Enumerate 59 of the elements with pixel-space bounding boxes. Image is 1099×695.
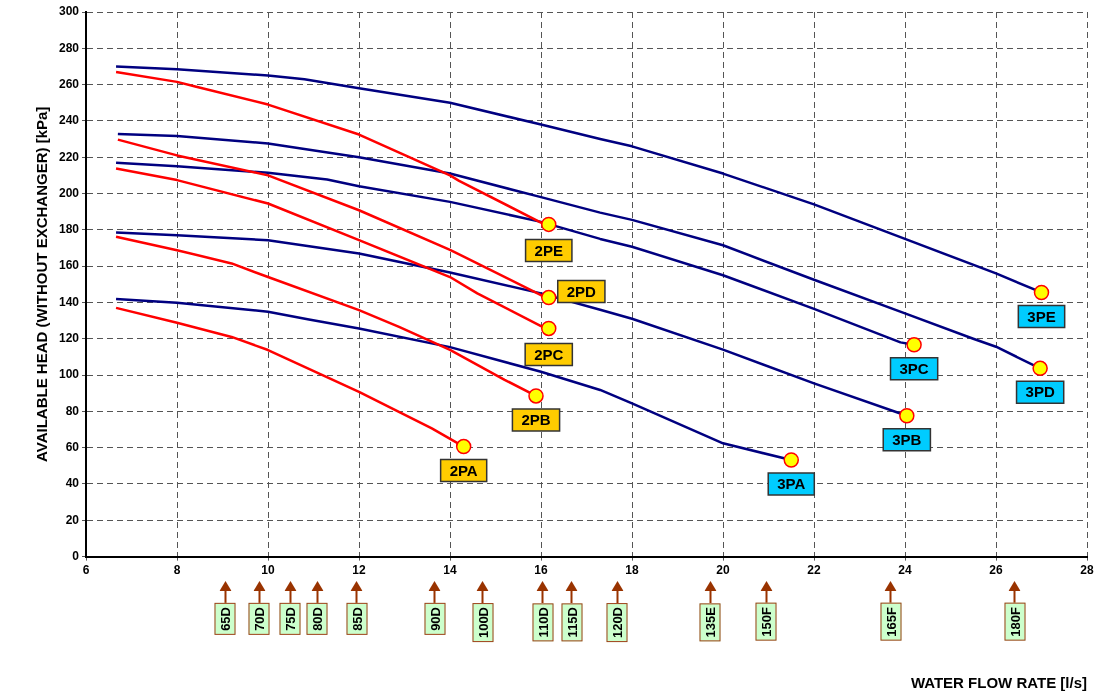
series-label: 2PD [566,282,597,300]
series-label: 2PA [449,461,478,479]
x-tick-label: 16 [534,563,549,578]
text: 110D [532,602,554,641]
text: 100D [472,602,494,642]
point [528,388,544,404]
y-tick-label: 60 [65,439,80,454]
text: WATER FLOW RATE [l/s] [910,674,1087,691]
y-tick-label: 100 [58,367,80,382]
text: 70D [248,602,270,635]
x-tick-label: 22 [807,563,821,578]
text: 65D [214,602,236,635]
y-tick-label: 220 [58,149,80,164]
series-label: 3PD [1025,383,1055,401]
x-tick-label: 8 [173,563,181,578]
x-tick-label: 26 [989,563,1003,578]
point [541,216,557,233]
series-label: 2PE [534,241,563,259]
text: 135E [699,602,721,641]
text: 75D [279,602,301,635]
text: 150F [755,602,777,641]
point [541,320,557,337]
x-tick-label: 12 [352,563,367,578]
point [541,289,557,306]
x-tick-label: 10 [261,563,276,578]
x-tick-label: 14 [443,563,458,578]
series-label: 2PC [534,345,564,363]
x-tick-label: 24 [898,563,912,578]
text: 180F [1004,602,1026,641]
y-tick-label: 80 [65,403,80,418]
y-tick-label: 240 [58,113,80,128]
text: 115D [561,602,583,641]
y-tick-label: 180 [58,222,80,237]
y-tick-label: 160 [58,258,80,273]
x-tick-label: 20 [716,563,730,578]
y-tick-label: 120 [58,331,80,346]
text: 80D [306,602,328,635]
y-tick-label: 40 [65,476,80,491]
x-tick-label: 28 [1080,563,1094,578]
point [455,438,472,455]
text: 165F [880,602,902,641]
series-label: 3PA [777,475,806,493]
x-tick-label: 6 [82,563,90,578]
y-tick-label: 300 [58,4,80,19]
y-tick-label: 140 [58,294,80,309]
series-label: 2PB [521,411,551,429]
y-tick-label: 260 [58,76,80,91]
y-tick-label: 280 [58,40,80,55]
y-tick-label: 0 [72,548,80,563]
text: 120D [606,602,628,642]
y-tick-label: 20 [65,512,80,527]
series-label: 3PC [899,359,929,377]
text: 85D [346,602,368,635]
text: 90D [424,602,446,635]
y-tick-label: 200 [58,185,80,200]
series-label: 3PE [1027,307,1056,325]
x-tick-label: 18 [625,563,639,578]
y-axis-title: AVAILABLE HEAD (WITHOUT EXCHANGER) [kPa] [33,106,51,462]
series-label: 3PB [892,430,922,448]
